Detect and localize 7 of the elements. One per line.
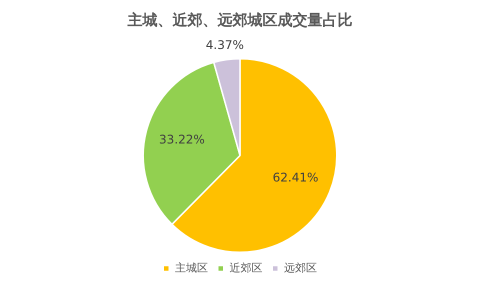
- data-label: 33.22%: [159, 132, 205, 147]
- data-label: 4.37%: [206, 38, 244, 52]
- data-label: 62.41%: [272, 170, 318, 184]
- legend-label: 主城区: [174, 261, 208, 274]
- legend-label: 近郊区: [229, 261, 262, 274]
- chart-title: 主城、近郊、远郊城区成交量占比: [126, 10, 352, 29]
- legend-label: 远郊区: [284, 261, 317, 274]
